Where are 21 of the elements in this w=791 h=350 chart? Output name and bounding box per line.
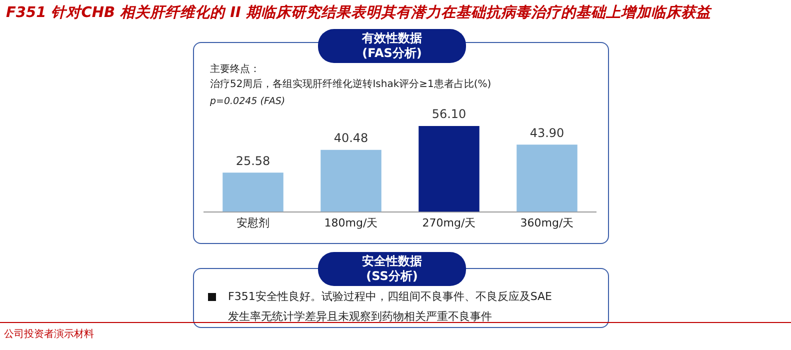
data-label: 25.58 (236, 154, 270, 168)
text: 有效性数据 (FAS分析) (318, 29, 466, 63)
x-tick-label: 180mg/天 (324, 216, 378, 230)
text: F351安全性良好。试验过程中，四组间不良事件、不良反应及SAE (228, 289, 552, 305)
bar (418, 126, 480, 212)
x-tick-label: 安慰剂 (236, 216, 270, 230)
text: 安全性数据 (SS分析) (318, 252, 466, 286)
bar (516, 144, 578, 212)
text: p=0.0245 (FAS) (210, 96, 286, 107)
data-label: 40.48 (334, 130, 368, 145)
x-tick-label: 270mg/天 (422, 216, 476, 230)
bar (320, 150, 382, 212)
chart-title: F351 针对CHB 相关肝纤维化的 II 期临床研究结果表明其有潜力在基础抗病毒治疗的基础上增加临床获益 (6, 4, 713, 22)
x-tick-label: 360mg/天 (520, 216, 574, 230)
text: 公司投资者演示材料 (4, 328, 94, 341)
chart-subtitle: 主要终点： (210, 62, 260, 77)
data-label: 56.10 (432, 107, 466, 122)
data-label: 43.90 (530, 126, 564, 140)
bar (222, 172, 284, 212)
text: 治疗52周后，各组实现肝纤维化逆转Ishak评分≥1患者占比(%) (210, 78, 492, 92)
text: 发生率无统计学差异且未观察到药物相关严重不良事件 (228, 309, 492, 325)
